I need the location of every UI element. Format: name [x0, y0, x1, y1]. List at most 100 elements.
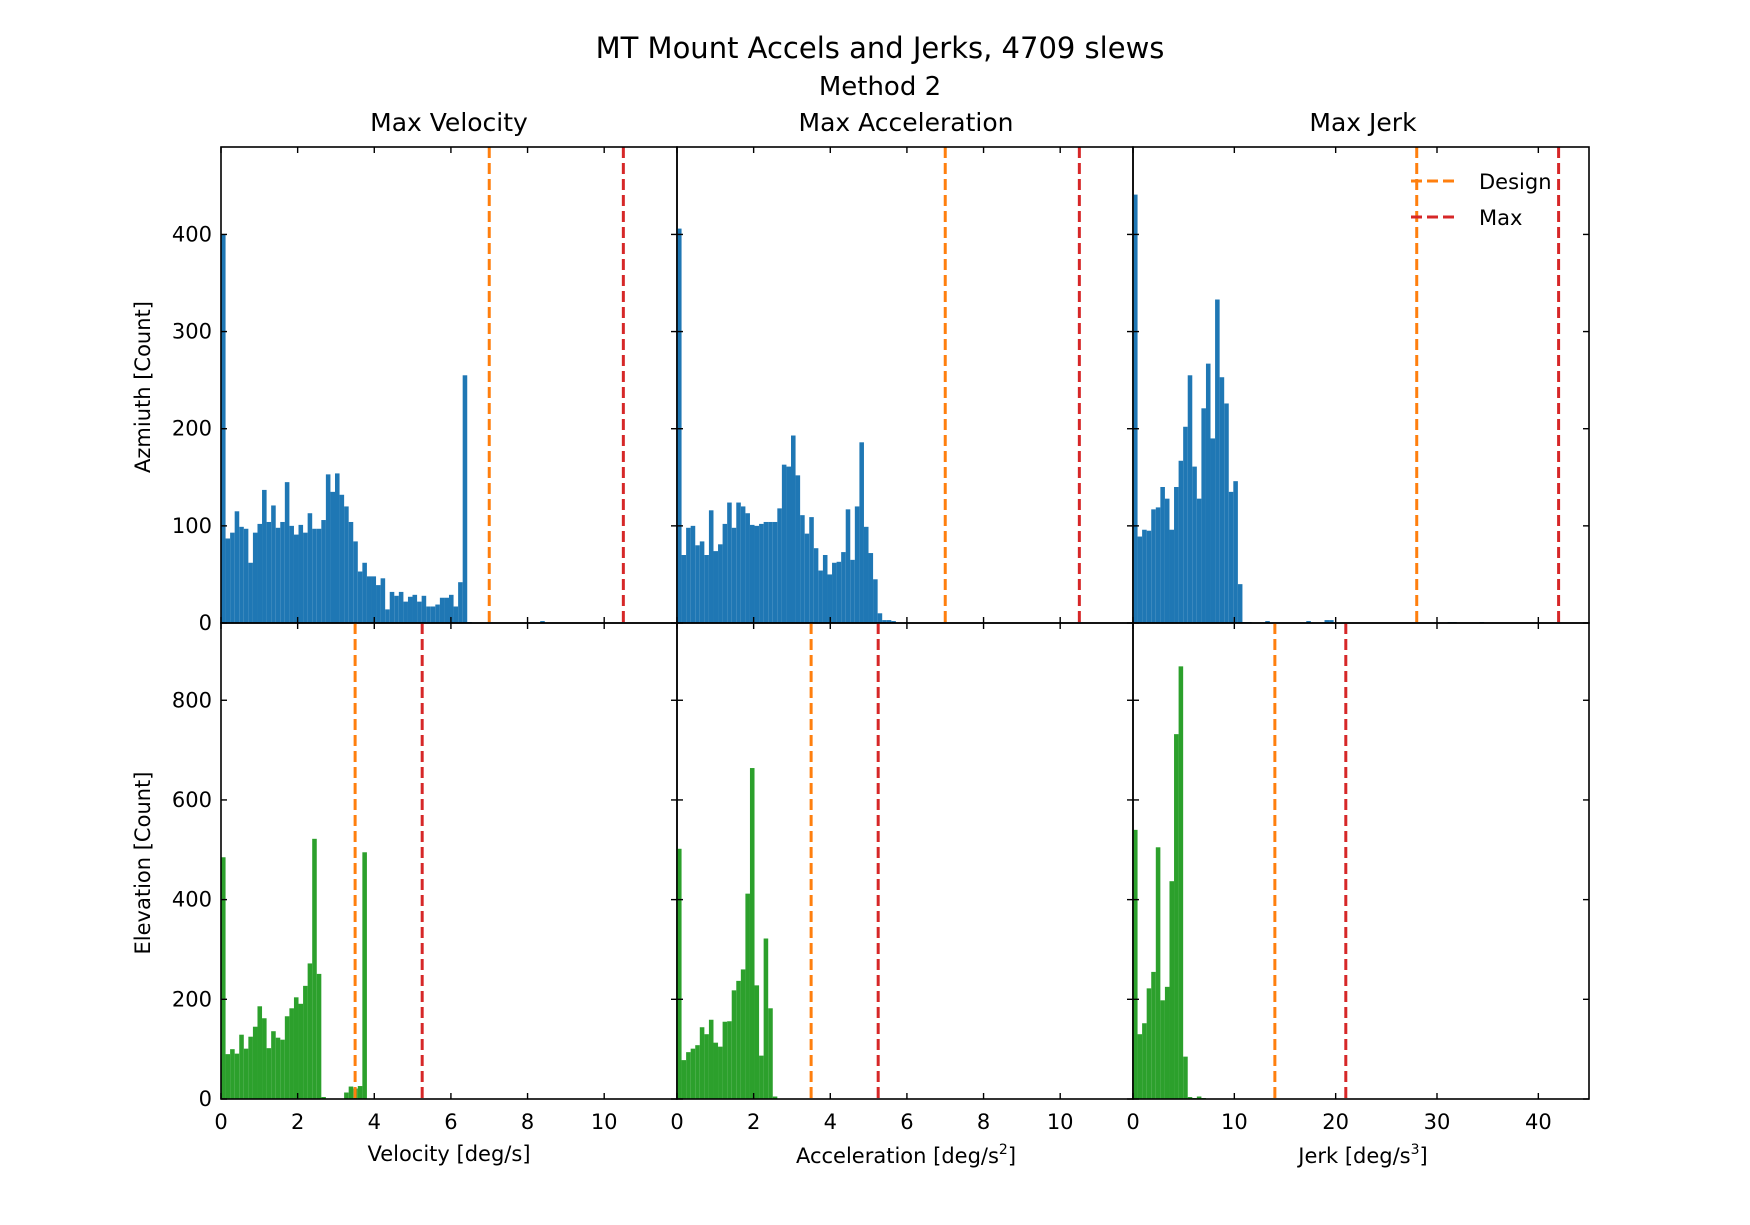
histogram-bar [809, 517, 814, 623]
histogram-bar [1133, 829, 1138, 1099]
x-axis-label-acceleration-close: ] [1008, 1144, 1016, 1168]
histogram-bar [822, 555, 828, 623]
histogram-bar [280, 1039, 285, 1099]
x-axis-label-jerk-exponent: 3 [1411, 1142, 1420, 1158]
x-tick-label: 40 [1525, 1110, 1552, 1134]
histogram-bar [221, 857, 226, 1099]
histogram-bar [348, 521, 354, 623]
histogram-bar [1155, 847, 1161, 1099]
histogram-bar [1174, 734, 1179, 1099]
histogram-bar [841, 552, 846, 623]
legend-design-label: Design [1479, 170, 1552, 194]
figure-title: MT Mount Accels and Jerks, 4709 slews [596, 31, 1165, 65]
histogram-bar [882, 620, 887, 623]
histogram-bar [1224, 403, 1229, 623]
histogram-bar [795, 475, 801, 623]
histogram-bar [262, 489, 267, 623]
histogram-bar [704, 555, 709, 623]
y-tick-label: 200 [172, 987, 212, 1011]
y-tick-label: 400 [172, 888, 212, 912]
column-title-velocity: Max Velocity [370, 108, 528, 137]
histogram-bar [722, 1021, 728, 1099]
histogram-bar [266, 1048, 272, 1099]
histogram-bar [362, 562, 367, 623]
histogram-bar [1146, 530, 1152, 623]
histogram-bar [727, 1021, 732, 1099]
histogram-bar [257, 523, 263, 623]
histogram-bar [850, 559, 855, 623]
histogram-bar [1196, 1096, 1202, 1099]
x-tick-label: 4 [368, 1110, 381, 1134]
histogram-bar [736, 980, 741, 1099]
x-axis-label-jerk: Jerk [deg/s3] [1296, 1142, 1428, 1168]
y-axis-label-elevation: Elevation [Count] [131, 772, 155, 955]
histogram-bar [1155, 507, 1161, 623]
histogram-bar [275, 527, 281, 623]
histogram-bar [234, 1053, 240, 1099]
histogram-bar [1142, 529, 1147, 623]
histogram-bar [271, 1031, 276, 1099]
histogram-bar [713, 551, 719, 623]
histogram-bar [1201, 408, 1206, 623]
histogram-bar [686, 527, 691, 623]
histogram-bar [230, 1049, 235, 1099]
histogram-bar [677, 228, 682, 623]
histogram-bar [713, 1042, 719, 1099]
histogram-bar [891, 621, 896, 623]
y-axis-label-azimuth: Azmiuth [Count] [131, 301, 155, 473]
histogram-bar [380, 578, 386, 623]
histogram-bar [1133, 194, 1138, 623]
histogram-bar [845, 509, 851, 623]
histogram-bar [344, 506, 349, 623]
histogram-bar [339, 494, 345, 623]
histogram-bar [804, 533, 810, 623]
histogram-bar [289, 525, 294, 623]
panel-elevation-jerk: 0 10 20 30 40 [1126, 622, 1590, 1134]
column-title-jerk: Max Jerk [1309, 108, 1417, 137]
histogram-bar [727, 502, 732, 623]
histogram-bar [303, 985, 308, 1099]
histogram-bar [243, 528, 249, 623]
y-tick-label: 200 [172, 417, 212, 441]
x-tick-label: 20 [1322, 1110, 1349, 1134]
histogram-bar [1187, 1097, 1193, 1099]
histogram-bar [426, 606, 431, 623]
histogram-bar [749, 768, 755, 1099]
histogram-bar [312, 528, 317, 623]
histogram-bar [695, 545, 700, 623]
histogram-bar [262, 1018, 267, 1099]
histogram-bar [307, 513, 313, 623]
histogram-bar [284, 482, 290, 623]
histogram-bar [385, 609, 390, 623]
histogram-bar [731, 527, 737, 623]
histogram-bar [754, 985, 760, 1099]
histogram-bar [749, 524, 755, 623]
histogram-bar [316, 528, 322, 623]
histogram-bar [321, 520, 326, 623]
histogram-bar [335, 473, 340, 623]
histogram-bar [695, 1045, 700, 1099]
histogram-bar [1192, 466, 1197, 623]
histogram-bar [303, 532, 308, 623]
histogram-bar [813, 548, 819, 623]
histogram-bar [230, 532, 235, 623]
histogram-bar [781, 464, 787, 623]
histogram-bar [1183, 1056, 1188, 1099]
x-tick-label: 0 [1126, 1110, 1139, 1134]
histogram-bar [1164, 498, 1170, 623]
y-tick-label: 800 [172, 688, 212, 712]
histogram-bar [417, 601, 422, 623]
histogram-bar [453, 606, 459, 623]
histogram-bar [353, 541, 358, 623]
histogram-bar [1329, 620, 1334, 623]
histogram-bar [540, 621, 545, 623]
histogram-bar [248, 1036, 253, 1099]
histogram-bar [225, 538, 231, 623]
y-tick-label: 400 [172, 222, 212, 246]
histogram-bar [298, 1003, 304, 1099]
histogram-bar [791, 435, 796, 623]
histogram-bar [307, 963, 313, 1099]
histogram-bar [1151, 971, 1156, 1099]
histogram-bar [1160, 487, 1165, 623]
panel-azimuth-jerk [1132, 146, 1590, 624]
